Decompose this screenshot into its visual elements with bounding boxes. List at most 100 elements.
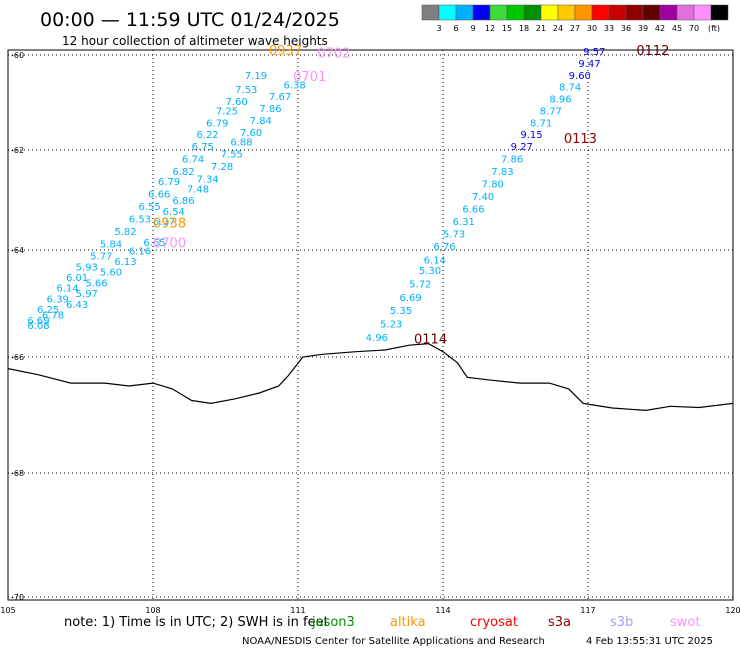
color-swatch bbox=[693, 4, 712, 21]
map-frame bbox=[7, 49, 734, 601]
color-swatch bbox=[557, 4, 576, 21]
wave-height-value: 7.67 bbox=[269, 92, 291, 103]
wave-height-value: 9.47 bbox=[578, 59, 600, 70]
wave-height-value: 8.74 bbox=[559, 83, 581, 94]
color-scale-legend: 3 6 9 12 15 18 21 24 27 30 33 36 39 42 45 70 (ft) bbox=[421, 4, 729, 33]
wave-height-value: 6.31 bbox=[453, 217, 475, 228]
wave-height-value: 5.60 bbox=[100, 268, 122, 279]
latitude-tick-label: -66 bbox=[11, 353, 24, 362]
color-scale-label: 9 bbox=[470, 24, 475, 33]
wave-height-value: 6.38 bbox=[284, 80, 306, 91]
wave-height-value: 7.60 bbox=[226, 97, 248, 108]
latitude-tick-label: -60 bbox=[11, 51, 24, 60]
wave-height-value: 9.27 bbox=[511, 142, 533, 153]
wave-height-value: 6.79 bbox=[206, 118, 228, 129]
wave-height-value: 7.34 bbox=[197, 175, 219, 186]
pass-time-label: 0113 bbox=[564, 132, 597, 147]
wave-height-value: 5.77 bbox=[90, 252, 112, 263]
color-scale-label: 70 bbox=[689, 24, 699, 33]
wave-height-value: 6.54 bbox=[163, 207, 185, 218]
longitude-tick-label: 120 bbox=[725, 606, 740, 615]
wave-height-value: 6.76 bbox=[433, 242, 455, 253]
axis-labels: 105 108 111 114 117 120 -60 -62 -64 -66 -68 -70 bbox=[0, 51, 740, 615]
wave-height-value: 7.86 bbox=[501, 155, 523, 166]
wave-height-value: 6.78 bbox=[42, 310, 64, 321]
wave-height-value: 6.88 bbox=[230, 137, 252, 148]
wave-height-values: 6.086.696.786.256.396.436.145.976.015.66… bbox=[27, 47, 605, 344]
wave-height-value: 6.37 bbox=[153, 217, 175, 228]
satellite-legend: jason3 altika cryosat s3a s3b swot bbox=[311, 615, 700, 630]
wave-height-value: 6.14 bbox=[424, 255, 446, 266]
color-swatch bbox=[625, 4, 644, 21]
wave-height-value: 5.30 bbox=[419, 266, 441, 277]
longitude-tick-label: 108 bbox=[145, 606, 160, 615]
satellite-legend-item: altika bbox=[390, 615, 426, 630]
color-scale-label: 27 bbox=[570, 24, 580, 33]
color-swatch bbox=[438, 4, 457, 21]
color-scale-label: 15 bbox=[502, 24, 512, 33]
wave-height-value: 6.25 bbox=[37, 305, 59, 316]
wave-height-value: 7.60 bbox=[240, 128, 262, 139]
wave-height-value: 6.69 bbox=[27, 316, 49, 327]
wave-height-value: 7.48 bbox=[187, 185, 209, 196]
color-swatch bbox=[591, 4, 610, 21]
satellite-legend-item: cryosat bbox=[470, 615, 518, 630]
satellite-legend-item: s3b bbox=[610, 615, 633, 630]
wave-height-value: 6.43 bbox=[66, 300, 88, 311]
color-scale-label: 24 bbox=[553, 24, 563, 33]
wave-height-value: 7.40 bbox=[472, 192, 494, 203]
wave-height-value: 5.84 bbox=[100, 240, 122, 251]
latitude-tick-label: -68 bbox=[11, 469, 24, 478]
wave-height-value: 6.69 bbox=[400, 293, 422, 304]
wave-height-value: 6.16 bbox=[129, 246, 151, 257]
pass-time-label: 0937 bbox=[269, 44, 302, 59]
color-scale-label: 42 bbox=[655, 24, 665, 33]
latitude-tick-label: -70 bbox=[11, 593, 24, 602]
wave-height-value: 6.66 bbox=[148, 190, 170, 201]
color-swatch bbox=[608, 4, 627, 21]
wave-height-value: 6.79 bbox=[158, 177, 180, 188]
color-scale-label: 21 bbox=[536, 24, 546, 33]
wave-height-value: 7.86 bbox=[259, 104, 281, 115]
pass-time-label: 0938 bbox=[153, 217, 186, 232]
wave-height-value: 7.84 bbox=[250, 116, 272, 127]
color-swatch bbox=[523, 4, 542, 21]
wave-height-value: 5.66 bbox=[85, 278, 107, 289]
wave-height-value: 7.19 bbox=[245, 71, 267, 82]
pass-time-labels: 0937 0702 0701 0938 0700 0112 0113 0114 bbox=[153, 44, 669, 348]
wave-height-value: 6.39 bbox=[47, 294, 69, 305]
color-scale-label: 3 bbox=[436, 24, 441, 33]
wave-height-value: 7.28 bbox=[211, 162, 233, 173]
map-title: 00:00 — 11:59 UTC 01/24/2025 bbox=[40, 9, 340, 31]
color-swatch bbox=[489, 4, 508, 21]
credit-text: NOAA/NESDIS Center for Satellite Applica… bbox=[242, 636, 545, 647]
color-scale-unit: (ft) bbox=[708, 24, 720, 33]
pass-time-label: 0702 bbox=[317, 46, 350, 61]
color-swatch bbox=[421, 4, 440, 21]
color-scale-label: 36 bbox=[621, 24, 631, 33]
color-swatch bbox=[540, 4, 559, 21]
longitude-tick-label: 114 bbox=[435, 606, 450, 615]
pass-time-label: 0701 bbox=[293, 70, 326, 85]
color-scale-label: 18 bbox=[519, 24, 529, 33]
wave-height-value: 6.01 bbox=[66, 273, 88, 284]
color-swatch bbox=[710, 4, 729, 21]
wave-height-value: 5.23 bbox=[380, 320, 402, 331]
wave-height-value: 7.25 bbox=[216, 106, 238, 117]
color-scale-label: 45 bbox=[672, 24, 682, 33]
color-swatch bbox=[472, 4, 491, 21]
wave-height-value: 6.08 bbox=[27, 321, 49, 332]
wave-height-value: 5.82 bbox=[114, 227, 136, 238]
wave-height-value: 6.14 bbox=[56, 284, 78, 295]
satellite-legend-item: swot bbox=[670, 615, 700, 630]
pass-time-label: 0112 bbox=[636, 44, 669, 59]
wave-height-value: 6.86 bbox=[172, 196, 194, 207]
wave-height-value: 8.71 bbox=[530, 118, 552, 129]
footer-note: note: 1) Time is in UTC; 2) SWH is in fe… bbox=[64, 615, 329, 630]
wave-height-value: 6.82 bbox=[172, 167, 194, 178]
satellite-legend-item: jason3 bbox=[311, 615, 355, 630]
wave-height-value: 5.73 bbox=[443, 230, 465, 241]
longitude-tick-label: 111 bbox=[290, 606, 305, 615]
latitude-tick-label: -62 bbox=[11, 146, 24, 155]
longitude-tick-label: 117 bbox=[580, 606, 595, 615]
